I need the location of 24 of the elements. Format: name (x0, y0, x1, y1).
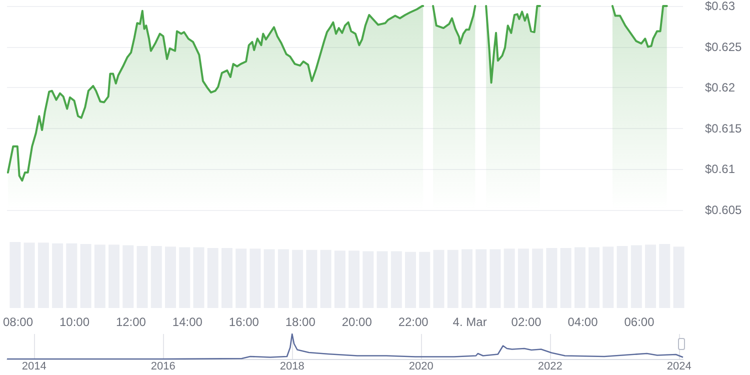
x-tick-label: 04:00 (568, 315, 598, 329)
x-tick-label: 2024 (666, 360, 692, 372)
x-tick-label: 02:00 (511, 315, 542, 329)
x-tick-label: 12:00 (116, 315, 146, 329)
y-tick-label: $0.625 (705, 40, 742, 54)
x-tick-label: 22:00 (398, 315, 429, 329)
x-tick-label: 4. Mar (452, 315, 487, 329)
x-tick-label: 16:00 (228, 315, 260, 329)
y-tick-label: $0.615 (705, 121, 742, 136)
y-tick-label: $0.605 (705, 203, 742, 217)
x-tick-label: 2016 (150, 360, 176, 372)
x-tick-label: 2014 (22, 360, 46, 372)
y-tick-label: $0.61 (705, 162, 736, 176)
x-tick-label: 14:00 (172, 315, 203, 329)
x-tick-label: 20:00 (342, 315, 372, 329)
x-tick-label: 2020 (408, 360, 434, 372)
y-tick-label: $0.62 (705, 80, 736, 95)
x-tick-label: 08:00 (3, 315, 34, 329)
x-tick-label: 18:00 (285, 315, 316, 329)
y-tick-label: $0.63 (705, 0, 736, 13)
x-tick-label: 06:00 (624, 315, 655, 329)
x-tick-label: 2018 (280, 360, 304, 372)
x-tick-label: 2022 (538, 360, 562, 372)
x-tick-label: 10:00 (59, 315, 90, 329)
